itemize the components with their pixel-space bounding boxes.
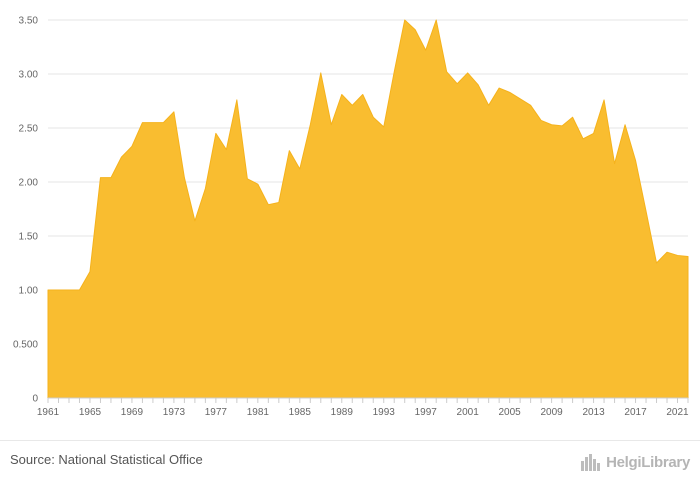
logo-text: HelgiLibrary [606,453,690,471]
x-tick-label: 1993 [373,407,396,418]
x-axis: 1961 1965 1969 1973 1977 1981 1985 1989 1993 1997… [37,397,689,418]
x-tick-label: 2005 [499,407,522,418]
x-tick-label: 1981 [247,407,270,418]
y-tick-label: 1.00 [19,286,39,297]
x-tick-label: 1965 [79,407,102,418]
y-tick-label: 2.50 [19,124,39,135]
x-tick-label: 1969 [121,407,144,418]
y-tick-label: 1.50 [19,232,39,243]
x-tick-label: 2001 [457,407,480,418]
y-tick-label: 3.50 [19,16,39,27]
x-tick-label: 2017 [624,407,647,418]
y-axis: 0 0.500 1.00 1.50 2.00 2.50 3.00 3.50 [13,16,38,405]
x-tick-label: 2009 [540,407,563,418]
y-tick-label: 0.500 [13,340,38,351]
y-tick-label: 0 [32,394,38,405]
area-chart: 1961 1965 1969 1973 1977 1981 1985 1989 1993 1997… [13,16,689,419]
helgilibrary-logo[interactable]: HelgiLibrary [580,449,690,475]
x-tick-label: 2021 [666,407,689,418]
x-tick-label: 1985 [289,407,312,418]
chart-area: 1961 1965 1969 1973 1977 1981 1985 1989 1993 1997… [13,16,689,419]
y-tick-label: 3.00 [19,70,39,81]
x-tick-label: 1961 [37,407,60,418]
source-note: Source: National Statistical Office [10,452,203,467]
x-tick-label: 1997 [415,407,438,418]
area-layer [47,19,689,399]
city-skyline-icon [581,454,601,471]
x-tick-label: 1989 [331,407,354,418]
x-tick-label: 1977 [205,407,228,418]
x-tick-label: 1973 [163,407,186,418]
y-tick-label: 2.00 [19,178,39,189]
x-tick-label: 2013 [582,407,605,418]
series-area [47,19,689,399]
chart-footer: Source: National Statistical Office Helg… [0,440,700,483]
